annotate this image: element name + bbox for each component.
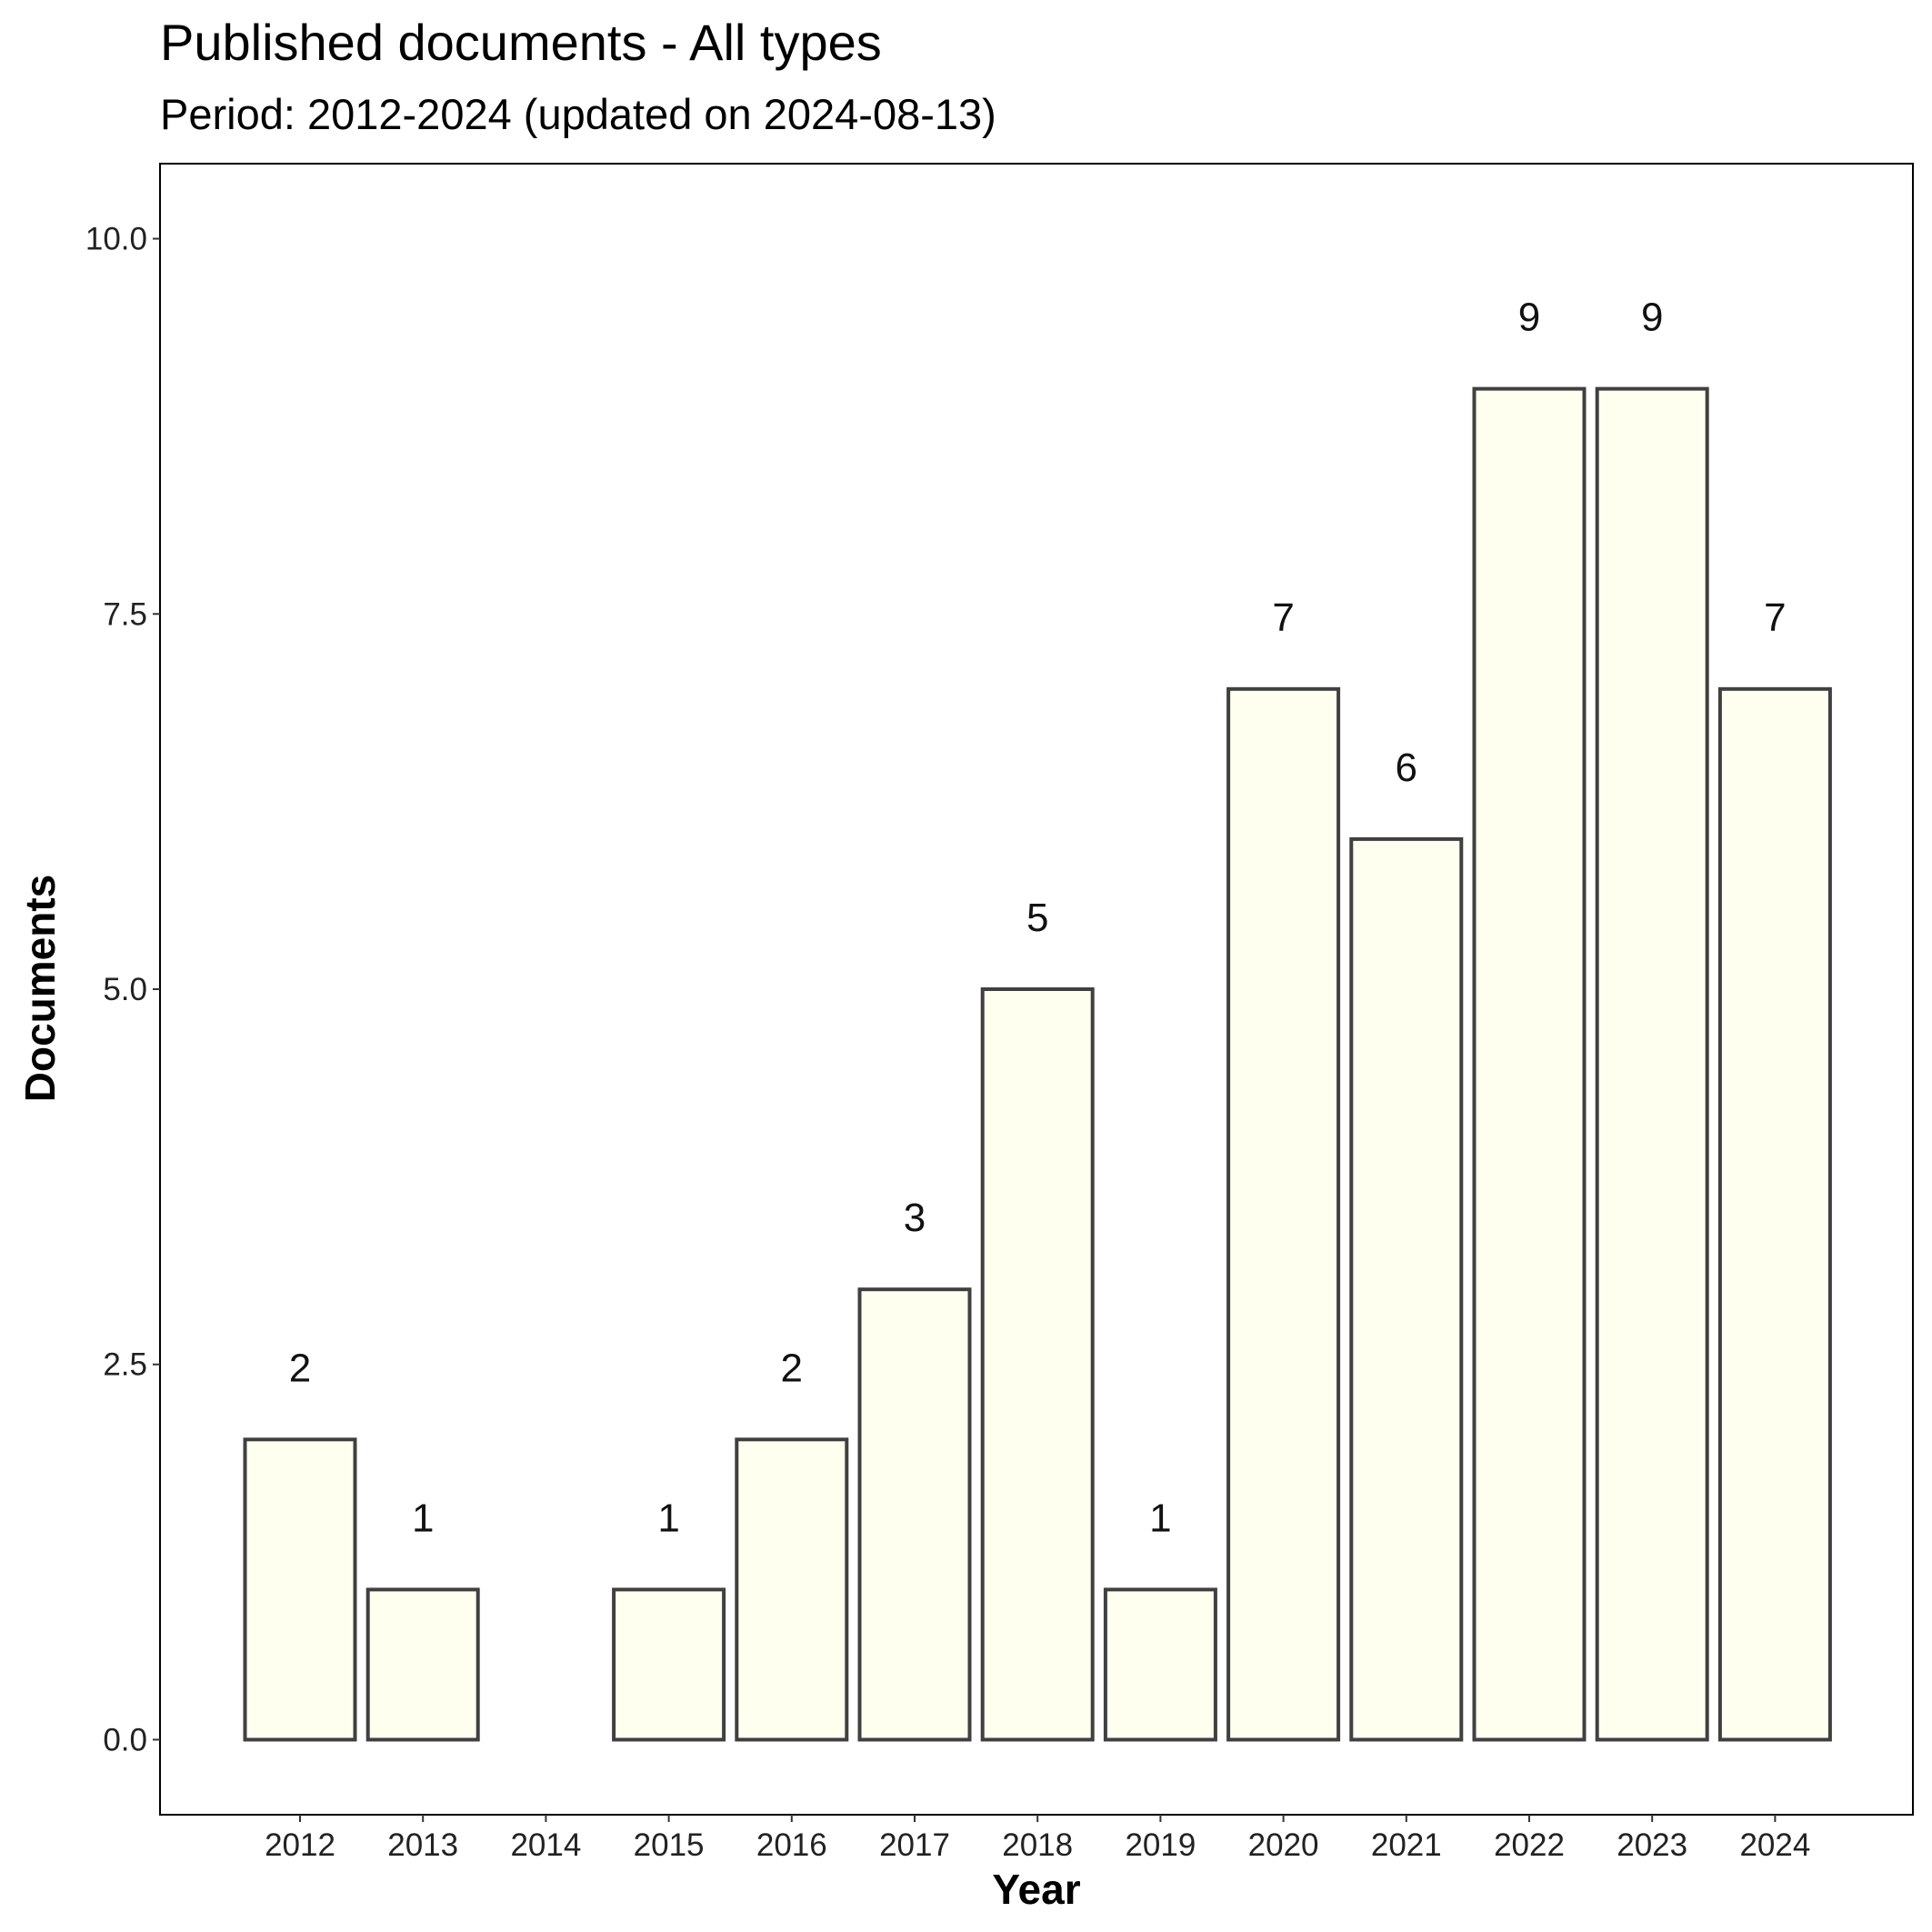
chart-subtitle: Period: 2012-2024 (updated on 2024-08-13… <box>160 90 996 138</box>
x-tick-label: 2018 <box>1002 1827 1073 1863</box>
y-tick-label: 10.0 <box>85 222 147 257</box>
x-tick-label: 2023 <box>1617 1827 1687 1863</box>
bar-value-label: 7 <box>1764 596 1786 640</box>
bar <box>735 1437 849 1742</box>
bar-value-label: 2 <box>289 1346 311 1390</box>
x-tick-label: 2019 <box>1125 1827 1196 1863</box>
x-tick-label: 2017 <box>879 1827 950 1863</box>
y-tick-label: 7.5 <box>103 596 147 632</box>
x-tick-label: 2024 <box>1739 1827 1810 1863</box>
y-axis: 0.0 2.5 5.0 7.5 10.0 <box>85 222 160 1757</box>
bar <box>1349 836 1464 1742</box>
bar-value-label: 1 <box>657 1496 679 1540</box>
bar <box>1472 386 1587 1742</box>
bar-value-label: 5 <box>1026 896 1048 940</box>
y-tick-label: 2.5 <box>103 1347 147 1383</box>
bar <box>980 987 1095 1742</box>
x-tick-label: 2022 <box>1494 1827 1565 1863</box>
bar-value-label: 9 <box>1518 295 1540 340</box>
bar-value-label: 1 <box>412 1496 434 1540</box>
y-tick-label: 0.0 <box>103 1722 147 1757</box>
bars <box>243 386 1832 1742</box>
bar-value-label: 1 <box>1149 1496 1171 1540</box>
bar <box>1226 686 1341 1742</box>
bar-value-label: 9 <box>1641 295 1663 340</box>
bar-value-label: 3 <box>904 1196 926 1240</box>
x-tick-label: 2016 <box>756 1827 827 1863</box>
bar <box>243 1437 357 1742</box>
bar <box>1595 386 1709 1742</box>
x-tick-label: 2012 <box>265 1827 335 1863</box>
bar <box>612 1587 726 1742</box>
chart-title: Published documents - All types <box>160 14 882 71</box>
bar-value-label: 7 <box>1272 596 1294 640</box>
bar <box>857 1287 972 1742</box>
x-tick-label: 2014 <box>510 1827 581 1863</box>
bar-labels: 2 1 1 2 3 5 1 7 6 9 9 7 <box>289 295 1787 1541</box>
bar-value-label: 2 <box>781 1346 803 1390</box>
x-tick-label: 2021 <box>1371 1827 1442 1863</box>
x-tick-label: 2020 <box>1248 1827 1319 1863</box>
x-tick-label: 2013 <box>387 1827 458 1863</box>
bar-value-label: 6 <box>1396 746 1417 790</box>
x-tick-label: 2015 <box>634 1827 705 1863</box>
bar <box>365 1587 480 1742</box>
x-axis: 2012 2013 2014 2015 2016 2017 2018 2019 2020 2021… <box>265 1815 1810 1863</box>
bar <box>1717 686 1832 1742</box>
x-axis-title: Year <box>992 1866 1080 1913</box>
y-tick-label: 5.0 <box>103 972 147 1007</box>
y-axis-title: Documents <box>16 875 64 1102</box>
bar <box>1103 1587 1217 1742</box>
